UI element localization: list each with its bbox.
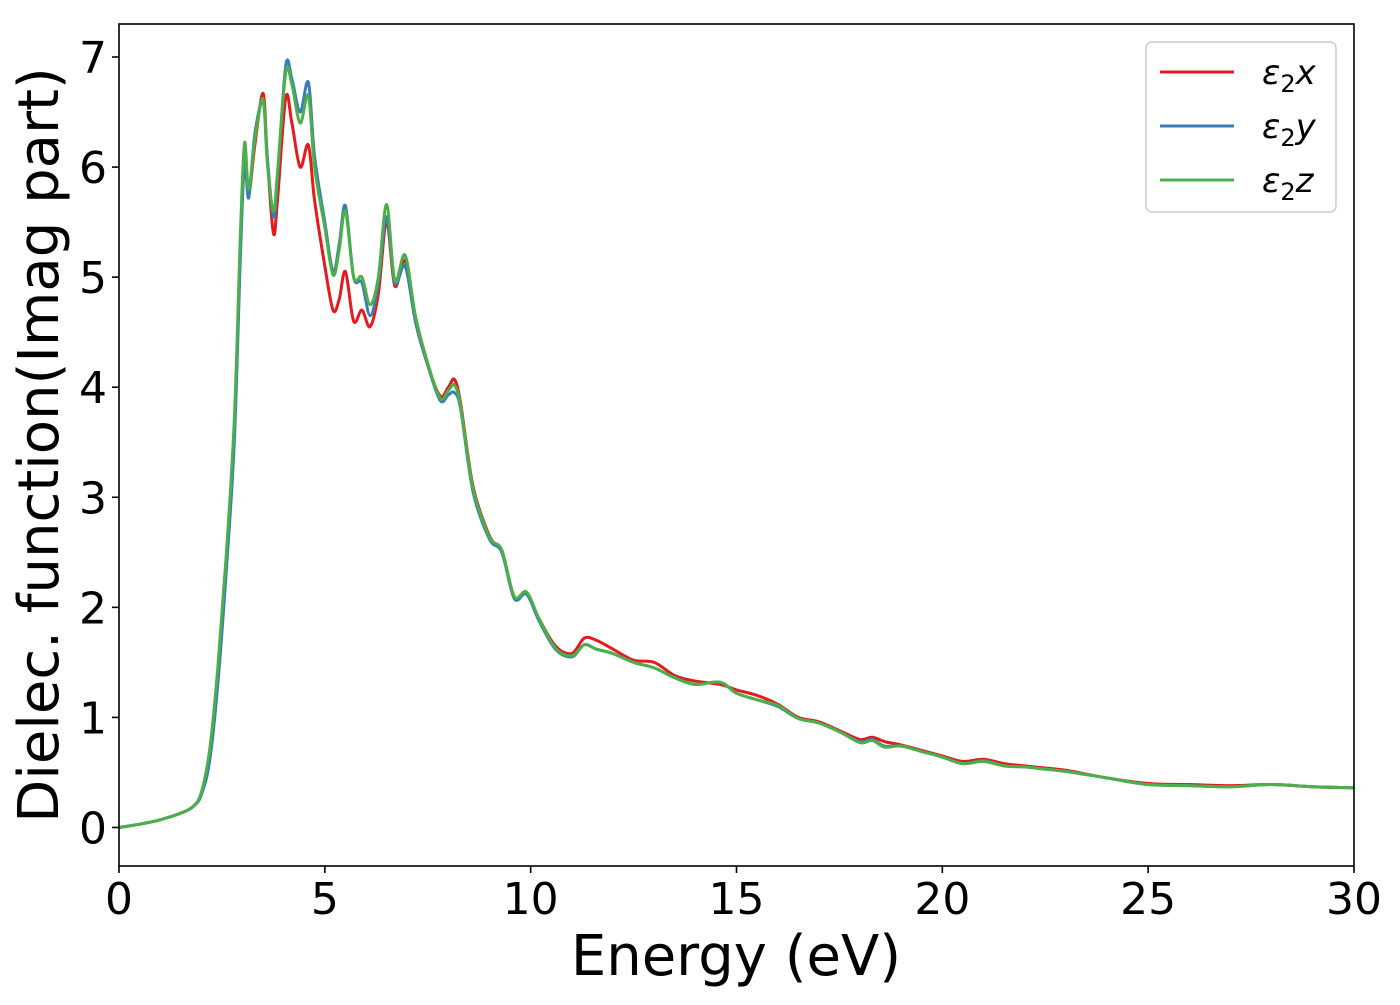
- y-tick-label: 7: [79, 33, 107, 84]
- y-axis-label: Dielec. function(Imag part): [7, 67, 72, 823]
- x-axis: 0 5 10 15 20 25 30: [105, 866, 1382, 925]
- x-tick-label: 20: [914, 874, 970, 925]
- legend-box: [1145, 41, 1337, 213]
- legend-label-subscript: 2: [1280, 70, 1295, 98]
- y-tick-label: 5: [79, 253, 107, 304]
- x-tick-label: 30: [1326, 874, 1382, 925]
- legend-label-symbol: ε: [1262, 107, 1280, 147]
- legend-label-symbol: ε: [1262, 53, 1280, 93]
- series-line-z: [119, 65, 1354, 829]
- y-axis: 0 1 2 3 4 5 6 7: [79, 33, 119, 854]
- y-tick-label: 1: [79, 693, 107, 744]
- legend-label: ε2x: [1262, 53, 1317, 98]
- y-tick-label: 0: [79, 803, 107, 854]
- legend-label-axis: y: [1295, 107, 1317, 147]
- legend-label-axis: z: [1295, 161, 1315, 201]
- legend-label-symbol: ε: [1262, 161, 1280, 201]
- x-tick-label: 15: [709, 874, 765, 925]
- plot-area: [119, 58, 1354, 829]
- legend-label: ε2z: [1262, 161, 1315, 206]
- x-tick-label: 0: [105, 874, 133, 925]
- x-tick-label: 10: [503, 874, 559, 925]
- y-tick-label: 3: [79, 473, 107, 524]
- x-axis-label: Energy (eV): [571, 924, 901, 989]
- y-tick-label: 6: [79, 143, 107, 194]
- legend-label-subscript: 2: [1280, 178, 1295, 206]
- y-tick-label: 2: [79, 583, 107, 634]
- legend-label-axis: x: [1295, 53, 1317, 93]
- y-tick-label: 4: [79, 363, 107, 414]
- legend-label-subscript: 2: [1280, 124, 1295, 152]
- legend-label: ε2y: [1262, 107, 1317, 152]
- x-tick-label: 25: [1120, 874, 1176, 925]
- x-tick-label: 5: [311, 874, 339, 925]
